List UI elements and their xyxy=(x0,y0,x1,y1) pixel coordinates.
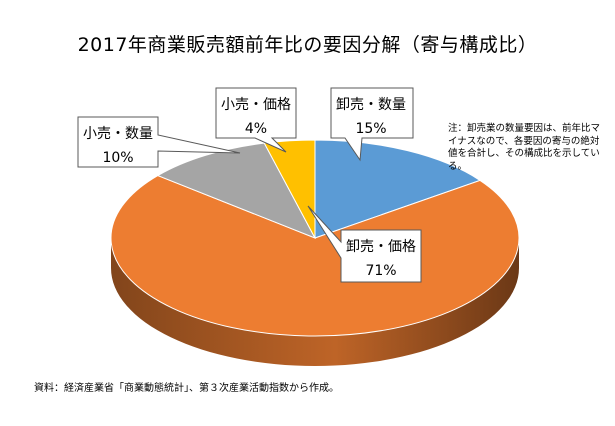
slice-value: 10% xyxy=(102,150,134,166)
callout-box-0 xyxy=(330,87,414,162)
slice-value: 4% xyxy=(244,121,268,137)
pie-slice-3 xyxy=(263,139,316,239)
pie-slice-2 xyxy=(156,142,317,239)
callout-box-1 xyxy=(307,205,422,283)
slice-name: 小売・数量 xyxy=(83,126,153,142)
pie-slice-0 xyxy=(314,139,482,239)
pie-callouts xyxy=(77,87,422,283)
slice-name: 卸売・価格 xyxy=(346,239,416,255)
pie-side-walls xyxy=(111,238,519,366)
pie-slice-1 xyxy=(110,174,520,337)
slice-label-retail-volume: 小売・数量 10% xyxy=(78,124,158,168)
callout-box-2 xyxy=(77,116,241,168)
slice-name: 小売・価格 xyxy=(221,97,291,113)
pie-side-71--1 xyxy=(111,238,519,366)
chart-note: 注：卸売業の数量要因は、前年比マイナスなので、各要因の寄与の絶対値を合計し、その… xyxy=(448,123,601,172)
slice-value: 15% xyxy=(355,121,387,137)
slice-label-wholesale-volume: 卸売・数量 15% xyxy=(331,95,411,139)
slice-label-wholesale-price: 卸売・価格 71% xyxy=(341,237,421,281)
slice-value: 71% xyxy=(365,263,397,279)
source-note: 資料：経済産業省「商業動態統計」、第３次産業活動指数から作成。 xyxy=(34,383,339,394)
chart-title: 2017年商業販売額前年比の要因分解（寄与構成比） xyxy=(77,34,538,56)
callout-box-3 xyxy=(215,87,297,153)
slice-name: 卸売・数量 xyxy=(336,97,406,113)
pie-top-slices xyxy=(110,139,520,337)
slice-label-retail-price: 小売・価格 4% xyxy=(216,95,296,139)
